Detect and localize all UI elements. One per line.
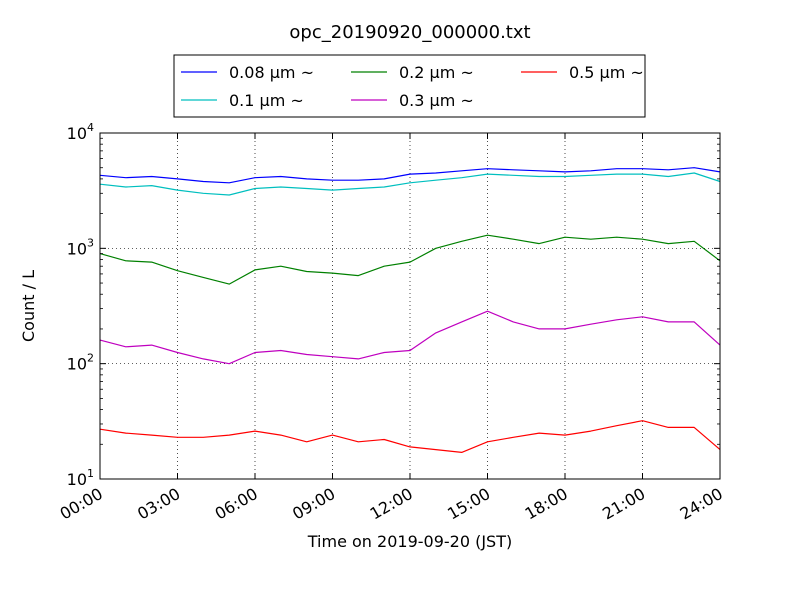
grid-lines: [100, 133, 720, 479]
x-axis-label: Time on 2019-09-20 (JST): [307, 532, 512, 551]
legend-box: [173, 54, 646, 118]
series-line-0: [99, 167, 721, 184]
y-tick-label: 104: [67, 121, 94, 143]
y-tick-label: 102: [67, 352, 94, 374]
x-tick-label: 18:00: [522, 484, 571, 524]
series-lines: [99, 167, 721, 453]
chart-title: opc_20190920_000000.txt: [289, 22, 530, 43]
series-line-1: [99, 172, 721, 196]
y-tick-label: 103: [67, 236, 94, 258]
series-line-2: [99, 234, 721, 285]
x-tick-label: 00:00: [57, 484, 106, 524]
y-tick-label: 101: [67, 467, 94, 489]
x-tick-label: 12:00: [367, 484, 416, 524]
y-axis-label: Count / L: [19, 270, 38, 342]
legend-label-1: 0.1 μm ~: [229, 91, 304, 110]
legend-items: 0.08 μm ~ 0.1 μm ~ 0.2 μm ~ 0.3 μm ~ 0.5 μm …: [181, 63, 644, 110]
legend-label-0: 0.08 μm ~: [229, 63, 314, 82]
series-line-3: [99, 310, 721, 365]
x-tick-label: 06:00: [212, 484, 261, 524]
x-tick-label: 15:00: [444, 484, 493, 524]
series-line-4: [99, 420, 721, 453]
x-tick-labels: 00:00 03:00 06:00 09:00 12:00 15:00 18:00 21:00…: [57, 484, 726, 524]
legend-label-2: 0.2 μm ~: [399, 63, 474, 82]
x-tick-label: 03:00: [134, 484, 183, 524]
x-tick-label: 09:00: [289, 484, 338, 524]
legend-label-4: 0.5 μm ~: [569, 63, 644, 82]
legend: 0.08 μm ~ 0.1 μm ~ 0.2 μm ~ 0.3 μm ~ 0.5 μm …: [173, 54, 646, 118]
x-tick-label: 24:00: [677, 484, 726, 524]
x-tick-label: 21:00: [599, 484, 648, 524]
legend-label-3: 0.3 μm ~: [399, 91, 474, 110]
y-tick-labels: 101 102 103 104: [67, 121, 94, 489]
axis-ticks: [99, 132, 721, 480]
